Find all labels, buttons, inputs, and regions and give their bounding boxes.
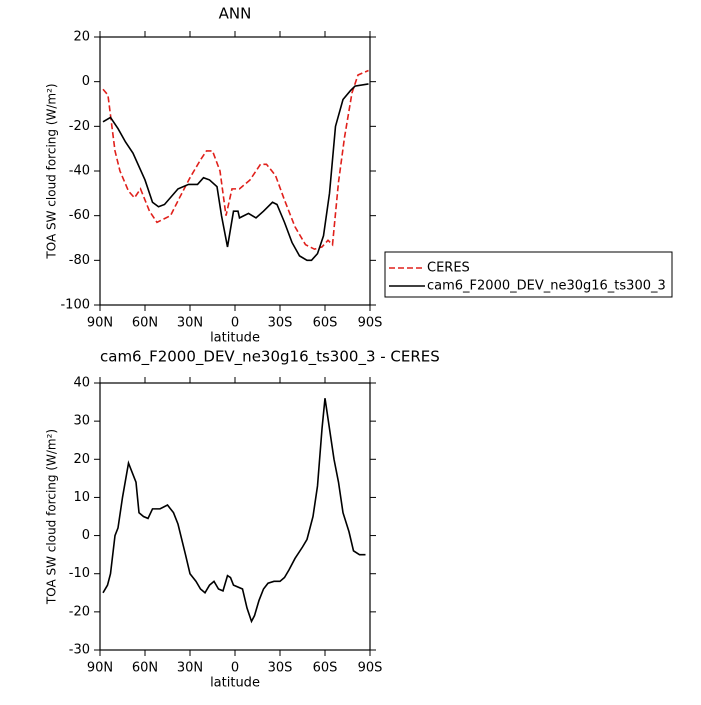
y-tick-label: 0 [82,74,90,89]
y-tick-label: 20 [73,30,90,45]
x-tick-label: 0 [231,661,239,676]
legend-label: CERES [427,261,470,276]
x-tick-label: 90N [87,316,113,331]
y-tick-label: -40 [69,164,90,179]
y-tick-label: -80 [69,253,90,268]
series-line [102,69,369,251]
chart-title: cam6_F2000_DEV_ne30g16_ts300_3 - CERES [100,348,440,367]
legend-box [384,251,673,298]
y-tick-label: 40 [73,376,90,391]
x-tick-label: 60S [313,316,338,331]
legend-label: cam6_F2000_DEV_ne30g16_ts300_3 [427,279,666,294]
y-axis-label: TOA SW cloud forcing (W/m²) [45,429,59,605]
x-tick-label: 90S [358,661,383,676]
y-tick-label: -60 [69,208,90,223]
chart-title: ANN [219,5,252,23]
x-tick-label: 60N [132,316,158,331]
series-line [102,83,369,262]
y-tick-label: 10 [73,490,90,505]
y-tick-label: -20 [69,604,90,619]
x-axis-label: latitude [210,676,260,691]
x-tick-label: 60N [132,661,158,676]
y-tick-label: 20 [73,452,90,467]
y-tick-label: -30 [69,643,90,658]
x-tick-label: 90S [358,316,383,331]
x-tick-label: 60S [313,661,338,676]
x-tick-label: 0 [231,316,239,331]
y-tick-label: -20 [69,119,90,134]
x-tick-label: 30N [177,316,203,331]
x-tick-label: 30N [177,661,203,676]
x-tick-label: 90N [87,661,113,676]
y-tick-label: 30 [73,414,90,429]
y-axis-label: TOA SW cloud forcing (W/m²) [45,83,59,259]
y-tick-label: 0 [82,528,90,543]
y-tick-label: -10 [69,566,90,581]
x-tick-label: 30S [268,316,293,331]
plot-frame [99,382,371,651]
y-tick-label: -100 [60,298,90,313]
x-axis-label: latitude [210,331,260,346]
series-line [102,398,366,624]
x-tick-label: 30S [268,661,293,676]
